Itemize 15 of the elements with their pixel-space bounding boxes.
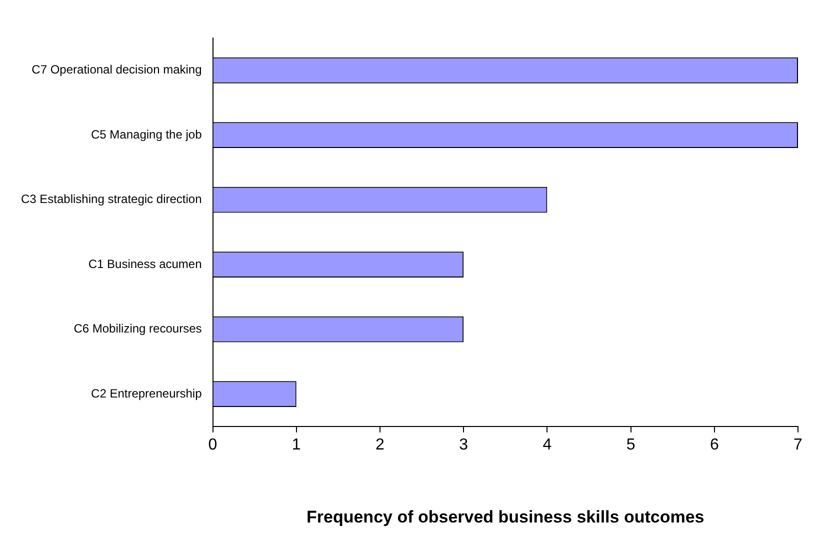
y-tick-label: C1 Business acumen [88, 256, 202, 271]
y-tick-label: C5 Managing the job [91, 127, 202, 142]
x-axis-title: Frequency of observed business skills outcomes [306, 507, 704, 526]
y-tick-label: C7 Operational decision making [32, 62, 202, 77]
x-tick-label: 6 [710, 436, 719, 454]
y-tick-label: C2 Entrepreneurship [91, 386, 202, 400]
y-tick-label: C3 Establishing strategic direction [20, 192, 202, 206]
x-tick-label: 2 [376, 436, 385, 454]
x-tick-label: 0 [208, 436, 218, 454]
x-tick-label: 7 [794, 436, 803, 454]
x-tick-label: 3 [459, 436, 468, 454]
y-tick-label: C6 Mobilizing recourses [74, 322, 202, 336]
x-tick-label: 5 [626, 436, 636, 454]
x-tick-label: 1 [292, 436, 301, 454]
x-tick-label: 4 [542, 436, 552, 454]
